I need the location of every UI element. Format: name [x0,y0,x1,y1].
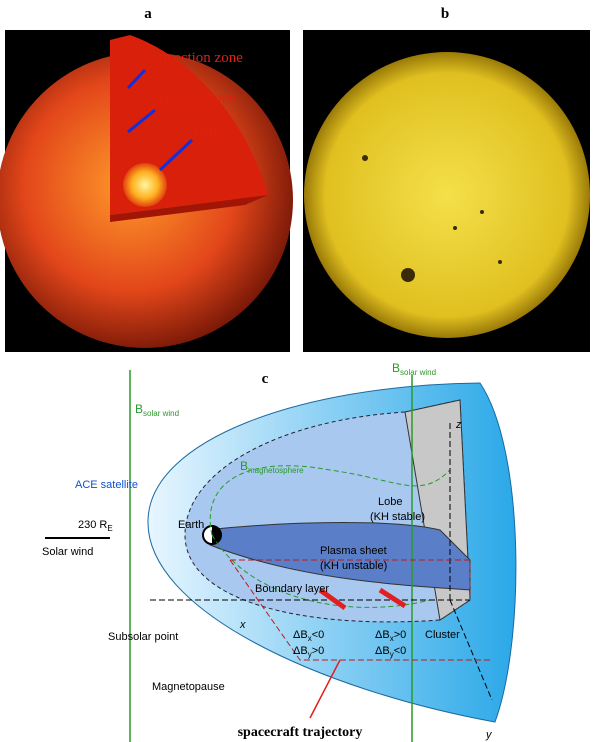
pre: ΔB [293,645,308,657]
panel-label: c [262,371,269,387]
label: Subsolar point [108,631,178,643]
b: B [135,402,143,416]
annotation: core [195,123,221,139]
core [123,163,167,207]
panel-label: a [144,6,152,22]
label: ACE satellite [75,479,138,491]
delta-label: ΔBy>0 [293,645,324,659]
b-label: Bmagnetosphere [240,459,304,475]
label: Cluster [425,629,460,641]
b-sub: magnetosphere [248,466,304,475]
pre: ΔB [375,645,390,657]
label: 230 RE [78,519,113,533]
annotation: radiation zone [150,90,236,106]
axis-label: z [455,419,462,431]
post: >0 [312,645,325,657]
delta-label: ΔBx>0 [375,629,406,643]
panel-label: b [441,6,449,22]
caption-arrow [309,659,341,719]
label: Solar wind [42,546,93,558]
label: Plasma sheet [320,545,387,557]
distance: 230 R [78,519,107,531]
sub: x [308,634,312,643]
pre: ΔB [293,629,308,641]
kh-arrows [318,587,407,611]
sub: y [390,650,394,659]
caption: spacecraft trajectory [238,725,363,740]
y-axis [449,599,493,701]
b-label: Bsolar wind [135,402,179,418]
post: <0 [394,645,407,657]
pre: ΔB [375,629,390,641]
annotation: convection zone [145,50,243,66]
label: (KH stable) [370,511,425,523]
axis-label: y [485,729,493,741]
b-label: Bsolar wind [392,361,436,377]
axis-label: x [239,619,246,631]
cutaway-edge [110,195,268,222]
delta-label: ΔBx<0 [293,629,324,643]
sub: x [390,634,394,643]
b: B [240,459,248,473]
sunspots [362,155,502,282]
label: Boundary layer [255,583,329,595]
trajectory-box [229,559,490,661]
sub: y [308,650,312,659]
arrows [126,68,194,172]
sun-disk [304,52,590,338]
b-sub: solar wind [400,368,436,377]
label: Magnetopause [152,681,225,693]
label: Lobe [378,496,402,508]
label: (KH unstable) [320,560,387,572]
delta-label: ΔBy<0 [375,645,406,659]
distance-sub: E [107,524,112,533]
b: B [392,361,400,375]
post: <0 [312,629,325,641]
post: >0 [394,629,407,641]
label: Earth [178,519,204,531]
field-lines [209,465,451,608]
b-sub: solar wind [143,409,179,418]
